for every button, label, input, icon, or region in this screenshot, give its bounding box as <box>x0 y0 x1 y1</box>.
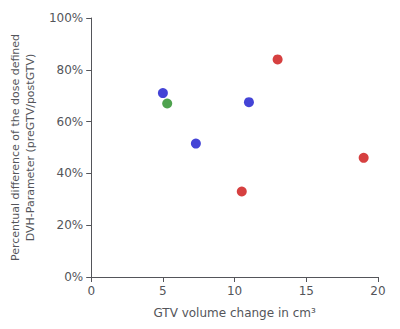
svg-text:60%: 60% <box>57 115 84 129</box>
svg-text:100%: 100% <box>49 11 83 25</box>
svg-text:20: 20 <box>370 284 385 298</box>
svg-text:80%: 80% <box>57 63 84 77</box>
svg-text:5: 5 <box>159 284 167 298</box>
svg-text:GTV volume change in cm³: GTV volume change in cm³ <box>153 306 316 320</box>
svg-text:0: 0 <box>87 284 95 298</box>
svg-text:40%: 40% <box>57 166 84 180</box>
svg-text:0%: 0% <box>64 270 83 284</box>
svg-text:10: 10 <box>227 284 242 298</box>
svg-text:DVH-Parameter (preGTV/postGTV): DVH-Parameter (preGTV/postGTV) <box>24 54 37 242</box>
svg-text:Percentual difference of the d: Percentual difference of the dose define… <box>9 34 22 261</box>
svg-text:15: 15 <box>299 284 314 298</box>
svg-text:20%: 20% <box>57 218 84 232</box>
